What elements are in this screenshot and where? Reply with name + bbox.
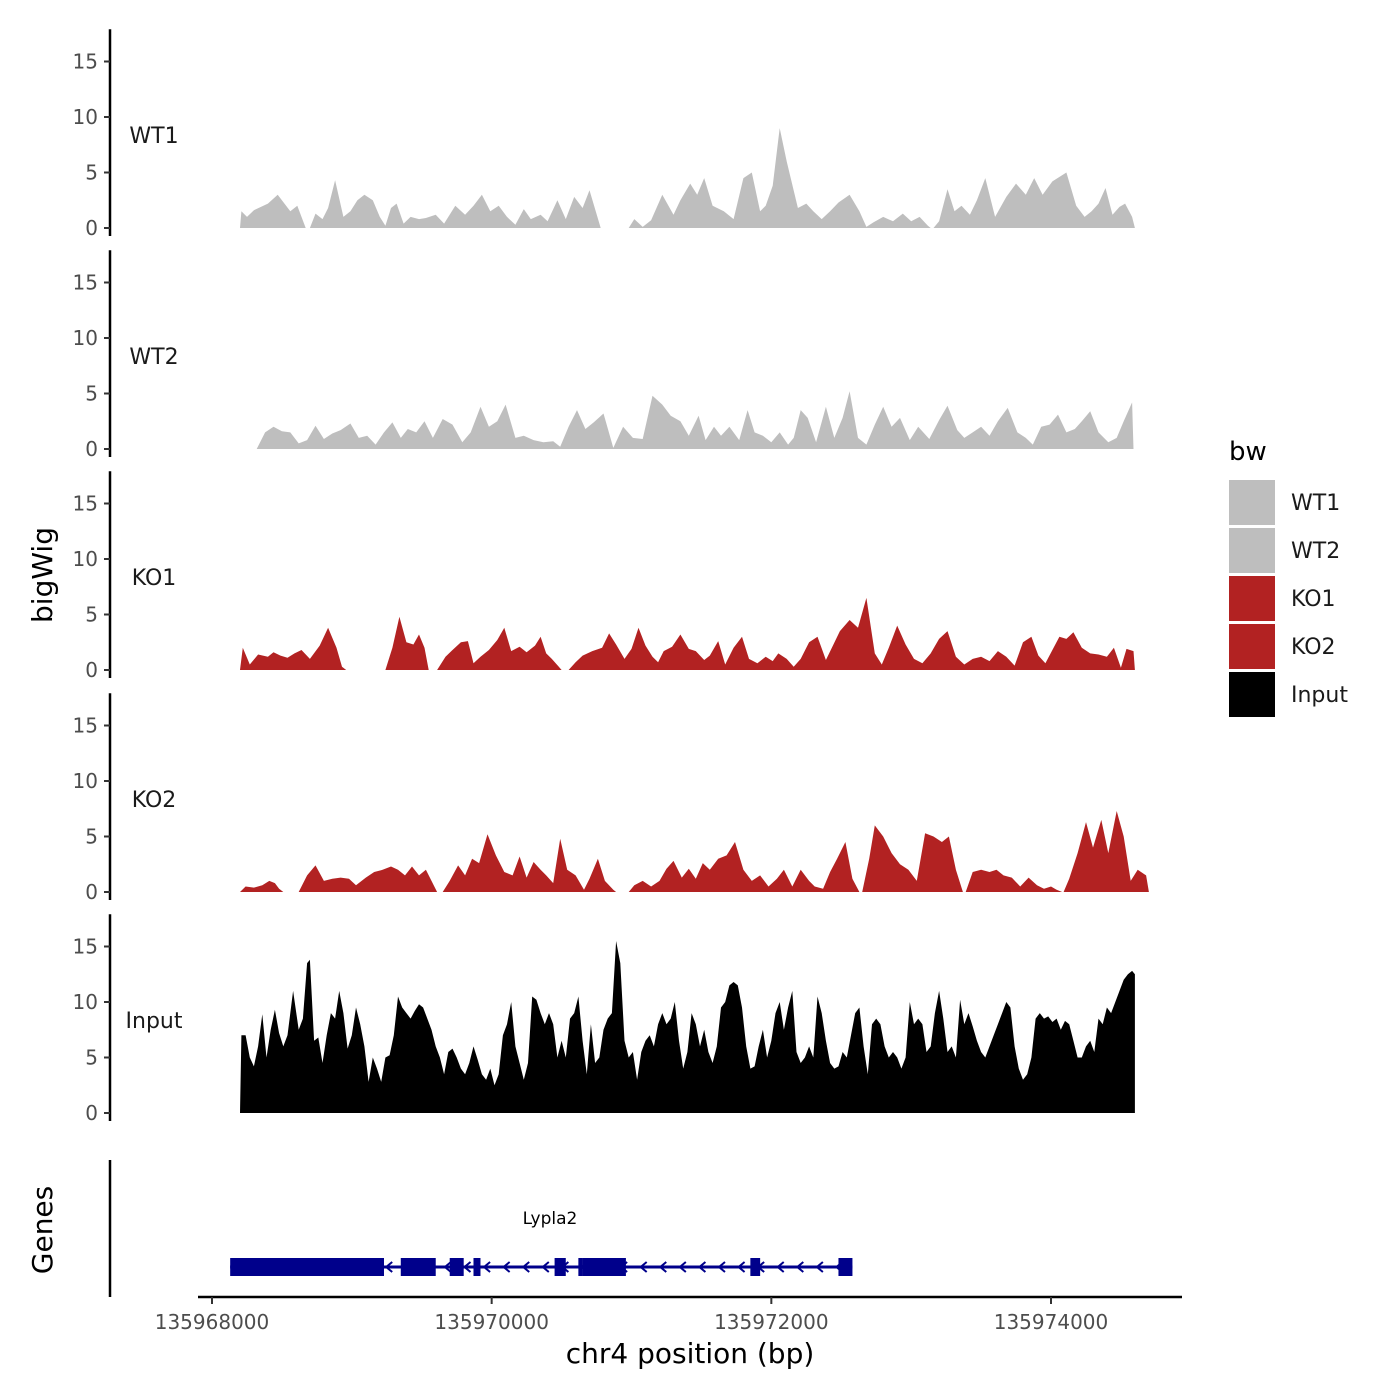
legend: bw WT1 WT2 KO1 KO2 Input [1229,437,1348,717]
track-label: KO1 [132,566,177,591]
coverage-area [240,941,1135,1113]
y-tick-label: 0 [85,216,98,240]
y-tick-label: 5 [85,603,98,627]
legend-label: Input [1291,683,1348,708]
strand-arrow [737,1261,746,1273]
track-ko2: 0 5 10 15 KO2 [73,693,1149,904]
y-tick-label: 15 [73,492,98,516]
x-axis-title: chr4 position (bp) [566,1337,815,1370]
gene-name-label: Lypla2 [523,1209,578,1229]
gene-exon [400,1258,436,1276]
strand-arrow [384,1261,393,1273]
coverage-area [256,391,1134,449]
x-tick-label: 135968000 [155,1310,270,1334]
gene-exon [578,1258,583,1276]
y-tick-label: 5 [85,161,98,185]
strand-arrow [462,1261,472,1273]
legend-key-input [1229,672,1275,717]
y-tick-label: 10 [73,990,98,1014]
y-tick-label: 5 [85,382,98,406]
y-tick-label: 15 [73,935,98,959]
strand-arrow [697,1261,707,1273]
coverage-area [240,597,1135,670]
legend-key-wt1 [1229,480,1275,525]
legend-label: WT1 [1291,491,1340,516]
x-tick-label: 135970000 [434,1310,549,1334]
tracks-layer: 0 5 10 15 WT1 0 5 10 15 WT2 0 5 10 15 KO1 0 5 10 15 KO2 0 5 10… [73,29,1149,1125]
legend-key-wt2 [1229,528,1275,573]
coverage-area [240,811,1149,892]
strand-arrow [482,1261,491,1273]
strand-arrow [717,1261,726,1273]
gene-exon [554,1258,566,1276]
track-wt1: 0 5 10 15 WT1 [73,29,1135,240]
strand-arrow [502,1261,511,1273]
gene-exon [473,1258,481,1276]
y-tick-label: 15 [73,714,98,738]
strand-arrow [639,1261,648,1273]
strand-arrow [678,1261,687,1273]
y-tick-label: 5 [85,825,98,849]
strand-arrow [795,1261,804,1273]
y-tick-label: 0 [85,1101,98,1125]
legend-label: WT2 [1291,539,1340,564]
strand-arrow [776,1261,785,1273]
y-axis-title: bigWig [26,527,59,623]
track-input: 0 5 10 15 Input [73,914,1135,1125]
legend-title: bw [1229,437,1267,467]
legend-key-ko2 [1229,624,1275,669]
legend-label: KO1 [1291,587,1336,612]
gene-exon [449,1258,464,1276]
track-label: WT1 [129,124,178,149]
strand-arrow [658,1261,667,1273]
strand-arrow [815,1261,824,1273]
strand-arrow [443,1261,452,1273]
strand-arrow [541,1261,550,1273]
x-tick-label: 135972000 [714,1310,829,1334]
legend-key-ko1 [1229,576,1275,621]
x-axis: 135968000 135970000 135972000 135974000 [155,1295,1182,1334]
y-tick-label: 0 [85,658,98,682]
legend-label: KO2 [1291,635,1336,660]
y-tick-label: 15 [73,271,98,295]
genes-axis-title: Genes [26,1186,59,1274]
gene-exon [230,1258,384,1276]
coverage-area [240,128,1135,228]
y-tick-label: 15 [73,50,98,74]
gene-exon [838,1258,853,1276]
track-wt2: 0 5 10 15 WT2 [73,250,1134,461]
track-label: WT2 [129,345,178,370]
track-label: Input [126,1009,183,1034]
y-tick-label: 10 [73,326,98,350]
track-ko1: 0 5 10 15 KO1 [73,471,1135,682]
strand-arrow [521,1261,530,1273]
gene-exon [582,1258,626,1276]
track-label: KO2 [132,788,177,813]
y-tick-label: 0 [85,437,98,461]
y-tick-label: 5 [85,1046,98,1070]
gene-exon [750,1258,761,1276]
y-tick-label: 10 [73,105,98,129]
y-tick-label: 10 [73,769,98,793]
y-tick-label: 0 [85,880,98,904]
gene-layer: Lypla2 [108,1160,853,1297]
x-tick-label: 135974000 [994,1310,1109,1334]
y-tick-label: 10 [73,547,98,571]
